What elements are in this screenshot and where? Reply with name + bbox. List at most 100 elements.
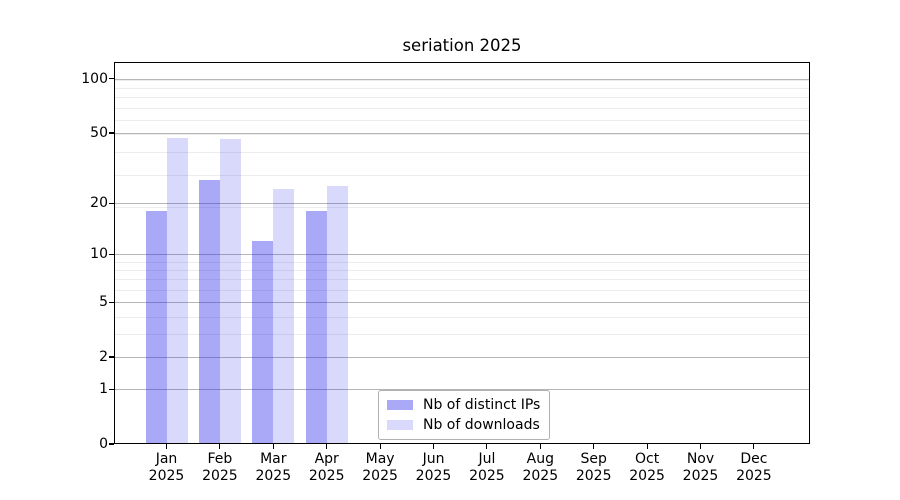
x-tick-year: 2025 <box>362 467 398 484</box>
minor-grid-line <box>114 174 810 176</box>
legend-item-nb-of-downloads: Nb of downloads <box>387 417 540 433</box>
x-tick-month: Oct <box>634 451 660 467</box>
minor-grid-line <box>114 290 810 292</box>
bar-nb-of-distinct-ips-mar <box>252 241 274 444</box>
x-axis-tick-label: Oct 2025 <box>615 451 679 484</box>
x-tick-mark <box>326 444 328 449</box>
x-tick-year: 2025 <box>415 467 452 484</box>
y-axis-tick-label: 0 <box>99 436 108 452</box>
y-axis-tick-label: 2 <box>99 349 108 366</box>
legend: Nb of distinct IPs Nb of downloads <box>378 390 551 440</box>
x-axis-tick-label: Feb 2025 <box>188 451 252 484</box>
x-axis-tick-label: Mar 2025 <box>241 451 305 484</box>
y-axis-tick-label: 10 <box>90 246 108 263</box>
major-grid-line <box>114 78 810 80</box>
x-tick-month: Apr <box>314 451 339 467</box>
bar-nb-of-downloads-apr <box>326 186 348 444</box>
x-tick-month: Jan <box>155 451 178 467</box>
minor-grid-line <box>114 279 810 281</box>
x-axis-tick-label: Jan 2025 <box>135 451 199 484</box>
minor-grid-line <box>114 316 810 318</box>
bar-nb-of-downloads-jan <box>166 137 188 444</box>
x-tick-mark <box>539 444 541 449</box>
y-tick-mark <box>109 78 114 80</box>
x-tick-mark <box>646 444 648 449</box>
legend-swatch-nb-of-downloads <box>387 420 413 430</box>
x-tick-year: 2025 <box>202 467 238 484</box>
minor-grid-line <box>114 107 810 109</box>
x-tick-mark <box>165 444 168 449</box>
minor-grid-line <box>114 270 810 272</box>
legend-label-nb-of-downloads: Nb of downloads <box>423 417 540 433</box>
x-tick-year: 2025 <box>522 467 559 484</box>
x-tick-month: May <box>365 451 395 467</box>
x-axis-tick-label: Jun 2025 <box>402 451 466 484</box>
y-axis-tick-label: 20 <box>90 195 108 212</box>
chart-title: seriation 2025 <box>402 36 522 55</box>
minor-grid-line <box>114 261 810 263</box>
x-tick-mark <box>753 444 755 449</box>
x-tick-month: Aug <box>526 451 554 467</box>
x-tick-month: Jun <box>422 451 445 467</box>
x-axis-tick-label: Jul 2025 <box>455 451 519 484</box>
bar-nb-of-distinct-ips-jan <box>145 211 167 444</box>
y-tick-mark <box>109 132 114 134</box>
x-tick-month: Mar <box>260 451 287 467</box>
x-tick-mark <box>219 444 221 449</box>
x-axis-tick-label: Nov 2025 <box>669 451 733 484</box>
x-axis-tick-label: Dec 2025 <box>722 451 786 484</box>
x-tick-month: Dec <box>740 451 768 467</box>
legend-item-nb-of-distinct-ips: Nb of distinct IPs <box>387 397 540 413</box>
minor-grid-line <box>114 87 810 89</box>
x-tick-mark <box>486 444 488 449</box>
minor-grid-line <box>114 134 810 136</box>
x-tick-year: 2025 <box>575 467 612 484</box>
x-tick-year: 2025 <box>148 467 185 484</box>
x-axis-tick-label: May 2025 <box>348 451 412 484</box>
y-tick-mark <box>109 202 114 204</box>
x-tick-mark <box>379 444 381 449</box>
minor-grid-line <box>114 152 810 154</box>
x-tick-year: 2025 <box>255 467 292 484</box>
x-tick-mark <box>272 444 274 449</box>
x-axis-tick-label: Sep 2025 <box>562 451 626 484</box>
minor-grid-line <box>114 206 810 208</box>
major-grid-line <box>114 389 810 391</box>
minor-grid-line <box>114 334 810 336</box>
bar-nb-of-downloads-mar <box>273 189 295 444</box>
major-grid-line <box>114 254 810 256</box>
minor-grid-line <box>114 97 810 99</box>
major-grid-line <box>114 132 810 134</box>
y-axis-tick-label: 100 <box>81 70 108 87</box>
x-tick-year: 2025 <box>736 467 772 484</box>
y-tick-mark <box>109 356 114 358</box>
x-tick-year: 2025 <box>629 467 665 484</box>
minor-grid-line <box>114 120 810 122</box>
major-grid-line <box>114 302 810 304</box>
y-tick-mark <box>109 388 114 390</box>
x-tick-mark <box>699 444 702 449</box>
bar-nb-of-downloads-feb <box>219 139 241 444</box>
y-tick-mark <box>109 443 114 445</box>
x-tick-mark <box>593 444 595 449</box>
x-axis-tick-label: Apr 2025 <box>295 451 359 484</box>
y-axis-tick-label: 5 <box>99 294 108 311</box>
x-tick-year: 2025 <box>308 467 345 484</box>
x-tick-year: 2025 <box>682 467 719 484</box>
y-tick-mark <box>109 301 114 303</box>
major-grid-line <box>114 357 810 359</box>
y-axis-tick-label: 1 <box>99 381 108 398</box>
bar-nb-of-distinct-ips-feb <box>198 180 220 444</box>
x-tick-mark <box>432 444 435 449</box>
x-tick-month: Jul <box>478 451 496 467</box>
legend-label-nb-of-distinct-ips: Nb of distinct IPs <box>423 397 541 413</box>
y-axis-tick-label: 50 <box>90 124 108 141</box>
plot-area <box>114 62 810 444</box>
x-tick-month: Sep <box>580 451 607 467</box>
x-tick-month: Feb <box>207 451 233 467</box>
legend-swatch-nb-of-distinct-ips <box>387 400 413 410</box>
minor-grid-line <box>114 79 810 81</box>
x-axis-tick-label: Aug 2025 <box>508 451 572 484</box>
x-tick-month: Nov <box>686 451 715 467</box>
